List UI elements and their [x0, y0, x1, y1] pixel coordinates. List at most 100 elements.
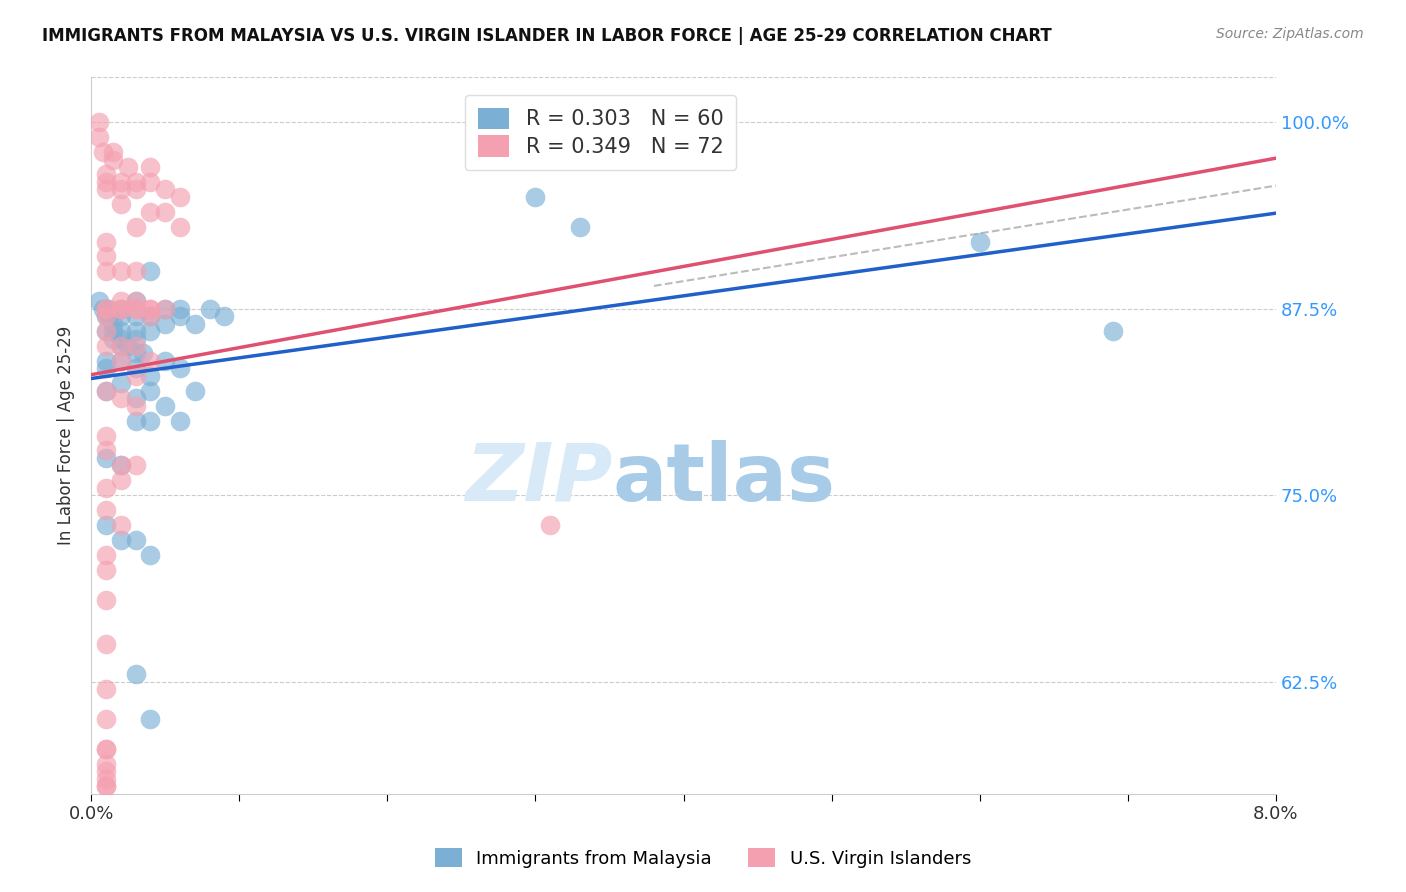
- Point: [124, 264, 146, 278]
- Point: [184, 317, 207, 331]
- Point: [94, 772, 117, 786]
- Point: [110, 518, 132, 533]
- Point: [124, 294, 146, 309]
- Point: [169, 190, 191, 204]
- Point: [94, 309, 117, 323]
- Point: [214, 309, 236, 323]
- Point: [124, 219, 146, 234]
- Point: [94, 443, 117, 458]
- Point: [124, 368, 146, 383]
- Point: [139, 204, 162, 219]
- Point: [103, 332, 125, 346]
- Point: [139, 414, 162, 428]
- Point: [94, 301, 117, 316]
- Point: [103, 145, 125, 159]
- Point: [124, 324, 146, 338]
- Point: [132, 346, 155, 360]
- Point: [94, 563, 117, 577]
- Point: [117, 339, 139, 353]
- Point: [94, 450, 117, 465]
- Point: [139, 301, 162, 316]
- Point: [94, 384, 117, 398]
- Point: [153, 204, 176, 219]
- Point: [110, 264, 132, 278]
- Point: [110, 309, 132, 323]
- Point: [124, 301, 146, 316]
- Point: [94, 250, 117, 264]
- Point: [153, 301, 176, 316]
- Point: [969, 235, 991, 249]
- Point: [169, 414, 191, 428]
- Point: [139, 175, 162, 189]
- Point: [94, 168, 117, 182]
- Text: ZIP: ZIP: [465, 440, 613, 517]
- Point: [94, 428, 117, 442]
- Point: [139, 309, 162, 323]
- Point: [124, 533, 146, 547]
- Point: [124, 309, 146, 323]
- Point: [110, 339, 132, 353]
- Point: [94, 779, 117, 793]
- Point: [169, 219, 191, 234]
- Point: [94, 742, 117, 756]
- Point: [110, 294, 132, 309]
- Legend: R = 0.303   N = 60, R = 0.349   N = 72: R = 0.303 N = 60, R = 0.349 N = 72: [465, 95, 735, 169]
- Point: [124, 346, 146, 360]
- Point: [153, 317, 176, 331]
- Point: [139, 324, 162, 338]
- Point: [139, 264, 162, 278]
- Point: [91, 301, 114, 316]
- Point: [124, 332, 146, 346]
- Point: [169, 309, 191, 323]
- Point: [94, 339, 117, 353]
- Point: [94, 301, 117, 316]
- Point: [124, 301, 146, 316]
- Point: [91, 145, 114, 159]
- Point: [97, 309, 120, 323]
- Legend: Immigrants from Malaysia, U.S. Virgin Islanders: Immigrants from Malaysia, U.S. Virgin Is…: [425, 838, 981, 879]
- Point: [87, 115, 110, 129]
- Point: [110, 391, 132, 405]
- Point: [94, 592, 117, 607]
- Point: [94, 361, 117, 376]
- Text: atlas: atlas: [613, 440, 835, 517]
- Point: [568, 219, 591, 234]
- Y-axis label: In Labor Force | Age 25-29: In Labor Force | Age 25-29: [58, 326, 75, 545]
- Point: [94, 764, 117, 779]
- Point: [103, 324, 125, 338]
- Point: [110, 533, 132, 547]
- Point: [110, 458, 132, 473]
- Point: [124, 339, 146, 353]
- Point: [110, 182, 132, 196]
- Point: [169, 301, 191, 316]
- Point: [124, 458, 146, 473]
- Point: [117, 160, 139, 174]
- Point: [169, 361, 191, 376]
- Point: [139, 160, 162, 174]
- Point: [94, 235, 117, 249]
- Point: [94, 756, 117, 771]
- Point: [124, 361, 146, 376]
- Point: [94, 175, 117, 189]
- Point: [198, 301, 221, 316]
- Point: [110, 301, 132, 316]
- Point: [94, 503, 117, 517]
- Point: [124, 391, 146, 405]
- Point: [184, 384, 207, 398]
- Point: [124, 175, 146, 189]
- Point: [139, 368, 162, 383]
- Point: [139, 548, 162, 562]
- Point: [97, 301, 120, 316]
- Point: [139, 384, 162, 398]
- Point: [139, 301, 162, 316]
- Point: [124, 414, 146, 428]
- Point: [94, 682, 117, 697]
- Text: Source: ZipAtlas.com: Source: ZipAtlas.com: [1216, 27, 1364, 41]
- Point: [139, 712, 162, 726]
- Point: [94, 384, 117, 398]
- Point: [110, 175, 132, 189]
- Point: [94, 324, 117, 338]
- Point: [94, 354, 117, 368]
- Point: [1102, 324, 1125, 338]
- Point: [139, 309, 162, 323]
